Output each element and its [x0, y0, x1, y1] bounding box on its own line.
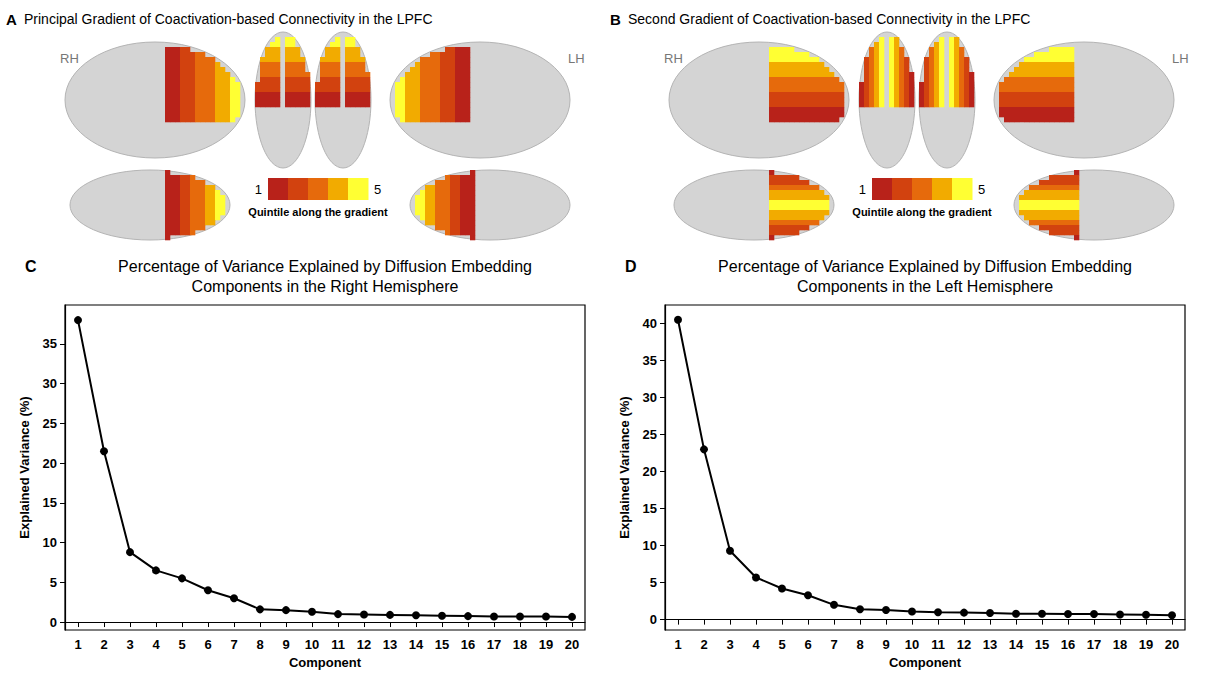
svg-text:13: 13 [383, 637, 397, 652]
svg-text:25: 25 [43, 416, 57, 431]
svg-text:Explained Variance (%): Explained Variance (%) [617, 396, 632, 538]
svg-text:5: 5 [374, 182, 381, 197]
svg-text:1: 1 [859, 182, 866, 197]
svg-text:A: A [6, 11, 17, 28]
svg-text:5: 5 [50, 575, 57, 590]
svg-text:Quintile along the gradient: Quintile along the gradient [248, 206, 388, 218]
svg-text:10: 10 [643, 538, 657, 553]
svg-text:25: 25 [643, 427, 657, 442]
svg-text:1: 1 [74, 637, 81, 652]
svg-text:18: 18 [513, 637, 527, 652]
svg-text:20: 20 [43, 456, 57, 471]
svg-text:Components in the Left Hemisph: Components in the Left Hemisphere [797, 278, 1053, 295]
svg-text:8: 8 [856, 637, 863, 652]
svg-text:2: 2 [100, 637, 107, 652]
svg-text:LH: LH [1172, 51, 1189, 66]
svg-text:3: 3 [726, 637, 733, 652]
svg-text:12: 12 [357, 637, 371, 652]
svg-text:15: 15 [1035, 637, 1049, 652]
svg-text:Second Gradient of Coactivatio: Second Gradient of Coactivation-based Co… [628, 11, 1030, 27]
svg-text:2: 2 [700, 637, 707, 652]
svg-text:RH: RH [664, 51, 683, 66]
svg-text:17: 17 [1087, 637, 1101, 652]
svg-text:35: 35 [43, 336, 57, 351]
svg-text:8: 8 [256, 637, 263, 652]
svg-text:5: 5 [178, 637, 185, 652]
svg-text:4: 4 [152, 637, 160, 652]
svg-text:35: 35 [643, 353, 657, 368]
svg-text:16: 16 [1061, 637, 1075, 652]
svg-text:30: 30 [643, 390, 657, 405]
svg-text:5: 5 [978, 182, 985, 197]
svg-text:5: 5 [650, 575, 657, 590]
svg-text:13: 13 [983, 637, 997, 652]
svg-text:19: 19 [1139, 637, 1153, 652]
svg-text:9: 9 [282, 637, 289, 652]
svg-text:30: 30 [43, 376, 57, 391]
svg-text:LH: LH [568, 51, 585, 66]
svg-text:5: 5 [778, 637, 785, 652]
svg-text:Component: Component [889, 655, 962, 670]
svg-text:14: 14 [1009, 637, 1024, 652]
svg-text:B: B [610, 11, 621, 28]
svg-text:12: 12 [957, 637, 971, 652]
svg-text:Explained Variance (%): Explained Variance (%) [17, 396, 32, 538]
svg-text:20: 20 [1165, 637, 1179, 652]
svg-text:19: 19 [539, 637, 553, 652]
svg-text:10: 10 [905, 637, 919, 652]
svg-text:15: 15 [435, 637, 449, 652]
svg-text:14: 14 [409, 637, 424, 652]
svg-text:4: 4 [752, 637, 760, 652]
svg-text:RH: RH [60, 51, 79, 66]
svg-text:10: 10 [43, 535, 57, 550]
svg-text:3: 3 [126, 637, 133, 652]
svg-text:17: 17 [487, 637, 501, 652]
svg-text:40: 40 [643, 316, 657, 331]
svg-text:11: 11 [931, 637, 945, 652]
svg-text:Principal Gradient of Coactiva: Principal Gradient of Coactivation-based… [24, 11, 433, 27]
svg-text:Percentage of Variance Explain: Percentage of Variance Explained by Diff… [718, 258, 1132, 275]
svg-text:C: C [25, 258, 37, 275]
svg-text:1: 1 [255, 182, 262, 197]
svg-text:6: 6 [804, 637, 811, 652]
svg-text:Components in the Right Hemisp: Components in the Right Hemisphere [192, 278, 459, 295]
svg-text:D: D [625, 258, 637, 275]
svg-text:9: 9 [882, 637, 889, 652]
svg-text:20: 20 [565, 637, 579, 652]
svg-text:Quintile along the gradient: Quintile along the gradient [852, 206, 992, 218]
svg-text:7: 7 [830, 637, 837, 652]
svg-text:7: 7 [230, 637, 237, 652]
svg-text:15: 15 [643, 501, 657, 516]
svg-text:0: 0 [650, 612, 657, 627]
svg-text:0: 0 [50, 615, 57, 630]
svg-text:16: 16 [461, 637, 475, 652]
svg-text:11: 11 [331, 637, 345, 652]
svg-text:15: 15 [43, 495, 57, 510]
svg-text:10: 10 [305, 637, 319, 652]
svg-text:Percentage of Variance Explain: Percentage of Variance Explained by Diff… [118, 258, 532, 275]
svg-text:1: 1 [674, 637, 681, 652]
svg-text:20: 20 [643, 464, 657, 479]
svg-text:18: 18 [1113, 637, 1127, 652]
svg-text:6: 6 [204, 637, 211, 652]
svg-text:Component: Component [289, 655, 362, 670]
